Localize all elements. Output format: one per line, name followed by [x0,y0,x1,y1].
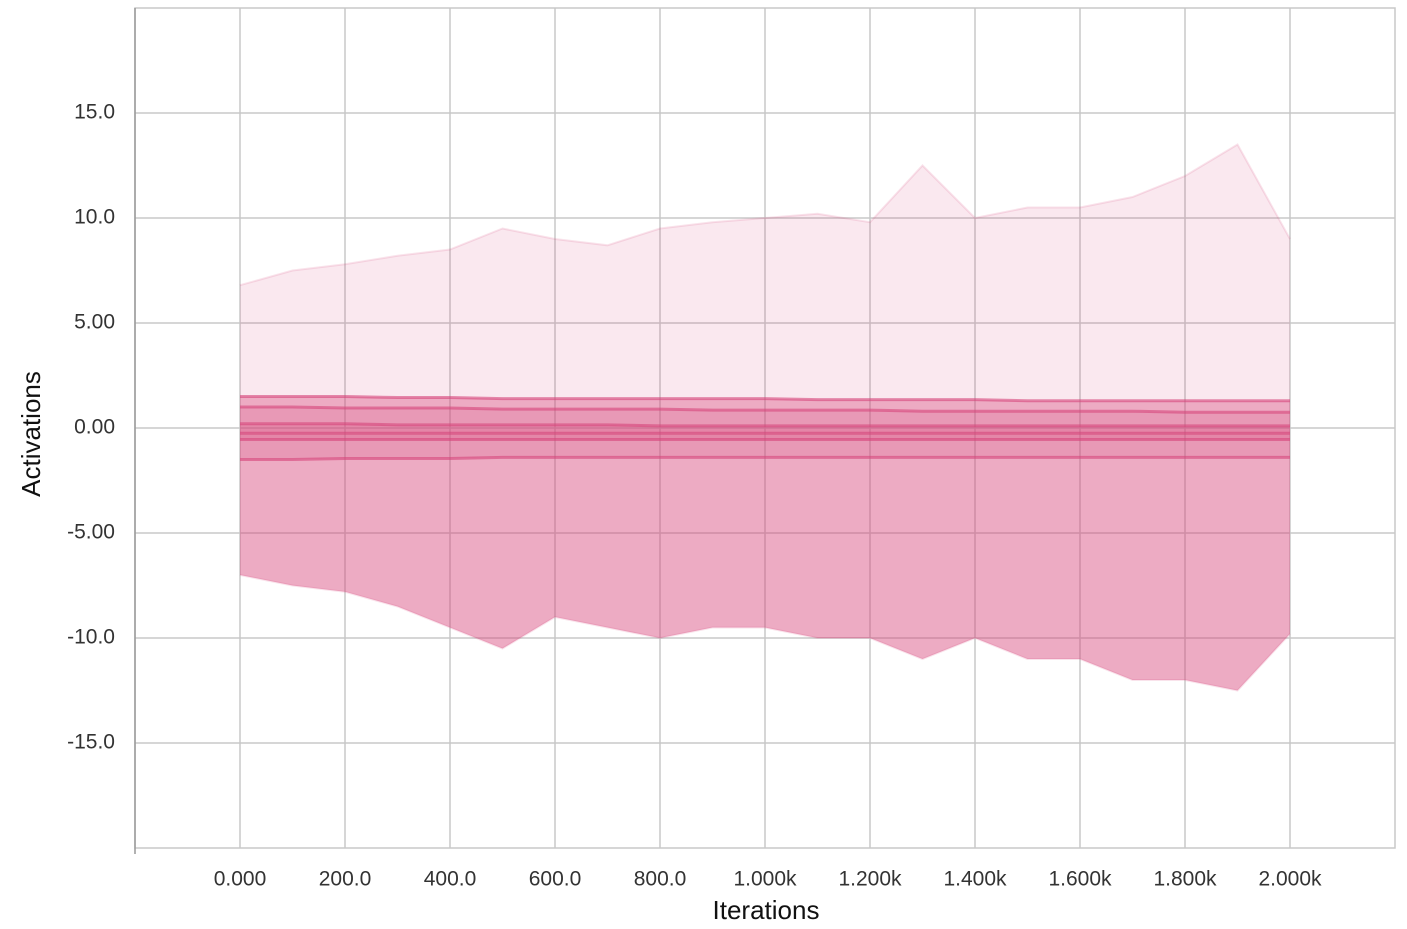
x-tick-label: 1.600k [1048,868,1112,891]
y-tick-label: 0.00 [74,416,115,439]
band [240,144,1290,401]
y-axis-label: Activations [16,371,46,497]
y-tick-label: 15.0 [74,101,115,124]
x-tick-label: 600.0 [529,868,582,891]
y-tick-label: -15.0 [67,731,115,754]
x-tick-label: 200.0 [319,868,372,891]
y-tick-label: -10.0 [67,626,115,649]
y-tick-label: -5.00 [67,521,115,544]
x-tick-label: 0.000 [214,868,267,891]
percentile-line [240,395,1290,403]
x-tick-label: 1.200k [838,868,902,891]
percentile-line [240,455,1290,461]
y-tick-label: 5.00 [74,311,115,334]
band [240,457,1290,691]
band [240,439,1290,460]
x-tick-label: 400.0 [424,868,477,891]
percentile-line [240,405,1290,414]
x-axis-label: Iterations [713,895,820,924]
x-tick-label: 1.400k [943,868,1007,891]
percentile-line [240,422,1290,428]
percentile-line [239,143,1291,287]
x-tick-label: 800.0 [634,868,687,891]
band [240,433,1290,440]
y-tick-label: 10.0 [74,206,115,229]
x-tick-label: 1.800k [1153,868,1217,891]
x-tick-label: 2.000k [1258,868,1322,891]
x-tick-label: 1.000k [733,868,797,891]
percentile-line [239,574,1291,692]
